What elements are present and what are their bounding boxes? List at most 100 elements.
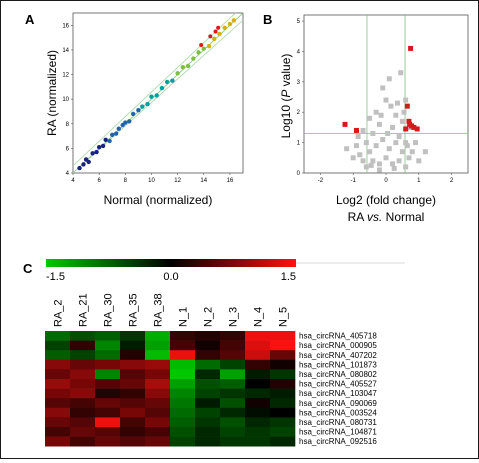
gray-point: [360, 127, 366, 133]
heatmap-cell: [95, 407, 121, 418]
heatmap-cell: [270, 359, 296, 370]
column-label: N_4: [253, 307, 265, 327]
red-point: [342, 121, 348, 127]
data-point: [227, 21, 233, 27]
data-point: [175, 71, 180, 76]
y-tick-label: 5: [297, 19, 301, 25]
heatmap-cell: [70, 388, 96, 399]
gray-point: [393, 140, 399, 146]
gray-point: [353, 143, 359, 149]
data-point: [130, 111, 136, 117]
red-point: [403, 126, 409, 132]
heatmap-cell: [195, 417, 221, 428]
gray-point: [396, 134, 402, 140]
data-point: [159, 85, 165, 91]
x-tick-label: -1: [351, 178, 357, 184]
heatmap-cell: [120, 388, 146, 399]
x-tick-label: 0: [384, 178, 388, 184]
gray-point: [413, 140, 419, 146]
heatmap-cell: [270, 350, 296, 361]
heatmap-c: -1.5 0.0 1.5 RA_2 RA_21 RA_30 RA_35 RA_38 N_1…: [45, 259, 405, 447]
heatmap-cell: [120, 379, 146, 389]
heatmap-cell: [95, 359, 121, 370]
x-tick-label: 8: [124, 178, 128, 184]
data-point: [103, 137, 108, 142]
heatmap-cell: [145, 427, 171, 437]
data-point: [94, 149, 99, 155]
data-point: [77, 165, 82, 171]
color-scale-bar: [46, 259, 296, 267]
gray-point: [350, 155, 356, 161]
row-label: hsa_circRNA_003524: [299, 408, 377, 417]
heatmap-cell: [70, 331, 96, 341]
column-label: RA_2: [53, 299, 65, 327]
data-point: [164, 79, 170, 85]
gray-point: [363, 140, 369, 146]
heatmap-cell: [120, 359, 146, 370]
data-point: [100, 143, 106, 149]
heatmap-cell: [220, 398, 246, 409]
heatmap-cell: [120, 398, 146, 409]
red-point: [408, 45, 414, 51]
heatmap-cell: [220, 379, 246, 389]
gray-point: [406, 124, 412, 130]
heatmap-cell: [195, 350, 221, 361]
heatmap-cell: [220, 359, 246, 370]
heatmap-cell: [120, 331, 146, 341]
heatmap-cell: [195, 427, 221, 437]
heatmap-cell: [195, 379, 221, 389]
data-point: [145, 101, 150, 107]
heatmap-cell: [195, 407, 221, 418]
red-point: [406, 118, 412, 124]
data-point: [201, 46, 206, 51]
data-point: [113, 131, 119, 136]
gray-point: [383, 155, 389, 161]
heatmap-cell: [95, 369, 121, 380]
heatmap-cell: [220, 331, 246, 341]
red-point: [353, 127, 359, 133]
gray-point: [380, 85, 386, 91]
row-label: hsa_circRNA_407202: [299, 351, 377, 360]
heatmap-cell: [245, 359, 271, 370]
red-point: [404, 103, 410, 109]
heatmap-cell: [70, 359, 96, 370]
gray-point: [386, 76, 392, 82]
heatmap-cell: [245, 369, 271, 380]
heatmap-cell: [170, 379, 196, 389]
gray-point: [357, 152, 363, 158]
heatmap-cell: [120, 369, 146, 380]
row-label: hsa_circRNA_103047: [299, 389, 377, 398]
data-point: [154, 93, 159, 98]
data-point: [90, 151, 95, 156]
column-label: N_5: [278, 307, 290, 327]
column-label: RA_38: [153, 293, 165, 327]
heatmap-cell: [45, 369, 71, 380]
gray-point: [401, 109, 407, 115]
heatmap-cell: [245, 340, 271, 351]
x-tick-label: 12: [174, 178, 181, 184]
data-point: [206, 44, 212, 49]
gray-point: [380, 137, 386, 143]
gray-point: [373, 143, 379, 149]
heatmap-cell: [95, 350, 121, 361]
heatmap-cell: [45, 359, 71, 370]
heatmap-cell: [145, 369, 171, 380]
column-label: N_3: [228, 307, 240, 327]
heatmap-cell: [245, 331, 271, 341]
data-point: [96, 144, 102, 150]
heatmap-cell: [45, 379, 71, 389]
heatmap-cell: [245, 407, 271, 418]
gray-point: [355, 134, 361, 140]
red-point: [411, 124, 417, 130]
heatmap-cell: [220, 340, 246, 351]
heatmap-cell: [45, 398, 71, 409]
data-point: [107, 138, 112, 144]
heatmap-cell: [70, 340, 96, 351]
x-tick-label: 16: [227, 178, 234, 184]
row-label: hsa_circRNA_101873: [299, 360, 377, 369]
heatmap-cell: [245, 417, 271, 428]
y-tick-label: 6: [66, 146, 70, 152]
x-tick-label: 14: [200, 178, 207, 184]
column-label: RA_30: [103, 293, 115, 327]
